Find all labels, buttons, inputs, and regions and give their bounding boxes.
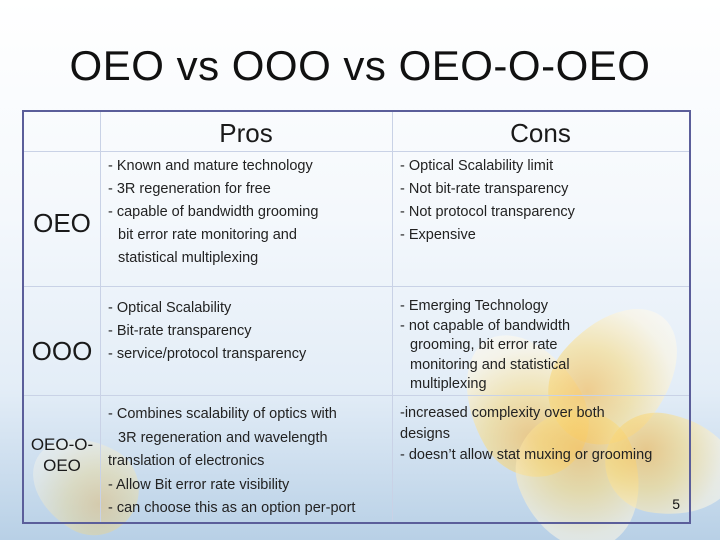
list-item: - Known and mature technology (108, 158, 313, 174)
row-label-oeo: OEO (33, 208, 91, 238)
list-item: - Allow Bit error rate visibility (108, 476, 290, 493)
row-label-ooo: OOO (31, 336, 93, 366)
row-divider (24, 395, 689, 396)
row-divider (24, 151, 689, 152)
list-item: - capable of bandwidth grooming (108, 204, 319, 220)
list-item: multiplexing (410, 376, 487, 392)
list-item: bit error rate monitoring and (118, 227, 297, 243)
list-item: - Expensive (400, 227, 476, 243)
row-label-line: OEO (43, 456, 81, 475)
column-divider (100, 112, 101, 522)
list-item: -increased complexity over both (400, 405, 605, 421)
column-divider (392, 112, 393, 522)
list-item: - not capable of bandwidth (400, 317, 571, 334)
header-pros: Pros (219, 118, 273, 148)
list-item: - can choose this as an option per-port (108, 500, 356, 516)
pros-cell: - Combines scalability of optics with 3R… (108, 403, 355, 521)
header-cons: Cons (510, 118, 571, 148)
cons-cell: - Optical Scalability limit - Not bit-ra… (400, 155, 575, 247)
cons-cell: - Emerging Technology - not capable of b… (400, 297, 570, 395)
list-item: - doesn’t allow stat muxing or grooming (400, 447, 653, 463)
list-item: - Bit-rate transparency (108, 323, 252, 339)
pros-cell: - Known and mature technology - 3R regen… (108, 155, 318, 270)
list-item: grooming, bit error rate (410, 337, 558, 353)
list-item: monitoring and statistical (410, 356, 570, 373)
row-label-oeo-o-oeo: OEO-O- OEO (24, 434, 100, 476)
row-divider (24, 286, 689, 287)
list-item: - Not bit-rate transparency (400, 181, 569, 197)
list-item: - Optical Scalability limit (400, 158, 554, 174)
list-item: - Optical Scalability (108, 300, 232, 316)
list-item: 3R regeneration and wavelength (118, 429, 328, 446)
row-label-line: OEO-O- (30, 435, 94, 454)
list-item: statistical multiplexing (118, 250, 259, 266)
slide-title: OEO vs OOO vs OEO-O-OEO (69, 42, 651, 89)
list-item: - 3R regeneration for free (108, 181, 271, 197)
page-number: 5 (672, 496, 680, 512)
pros-cell: - Optical Scalability - Bit-rate transpa… (108, 297, 306, 366)
list-item: - service/protocol transparency (108, 346, 307, 362)
cons-cell: -increased complexity over both designs … (400, 403, 652, 466)
list-item: designs (400, 426, 450, 442)
list-item: translation of electronics (108, 453, 265, 469)
list-item: - Not protocol transparency (400, 204, 575, 220)
list-item: - Emerging Technology (400, 298, 549, 314)
list-item: - Combines scalability of optics with (108, 406, 337, 422)
comparison-table: Pros Cons OEO - Known and mature technol… (22, 110, 691, 524)
